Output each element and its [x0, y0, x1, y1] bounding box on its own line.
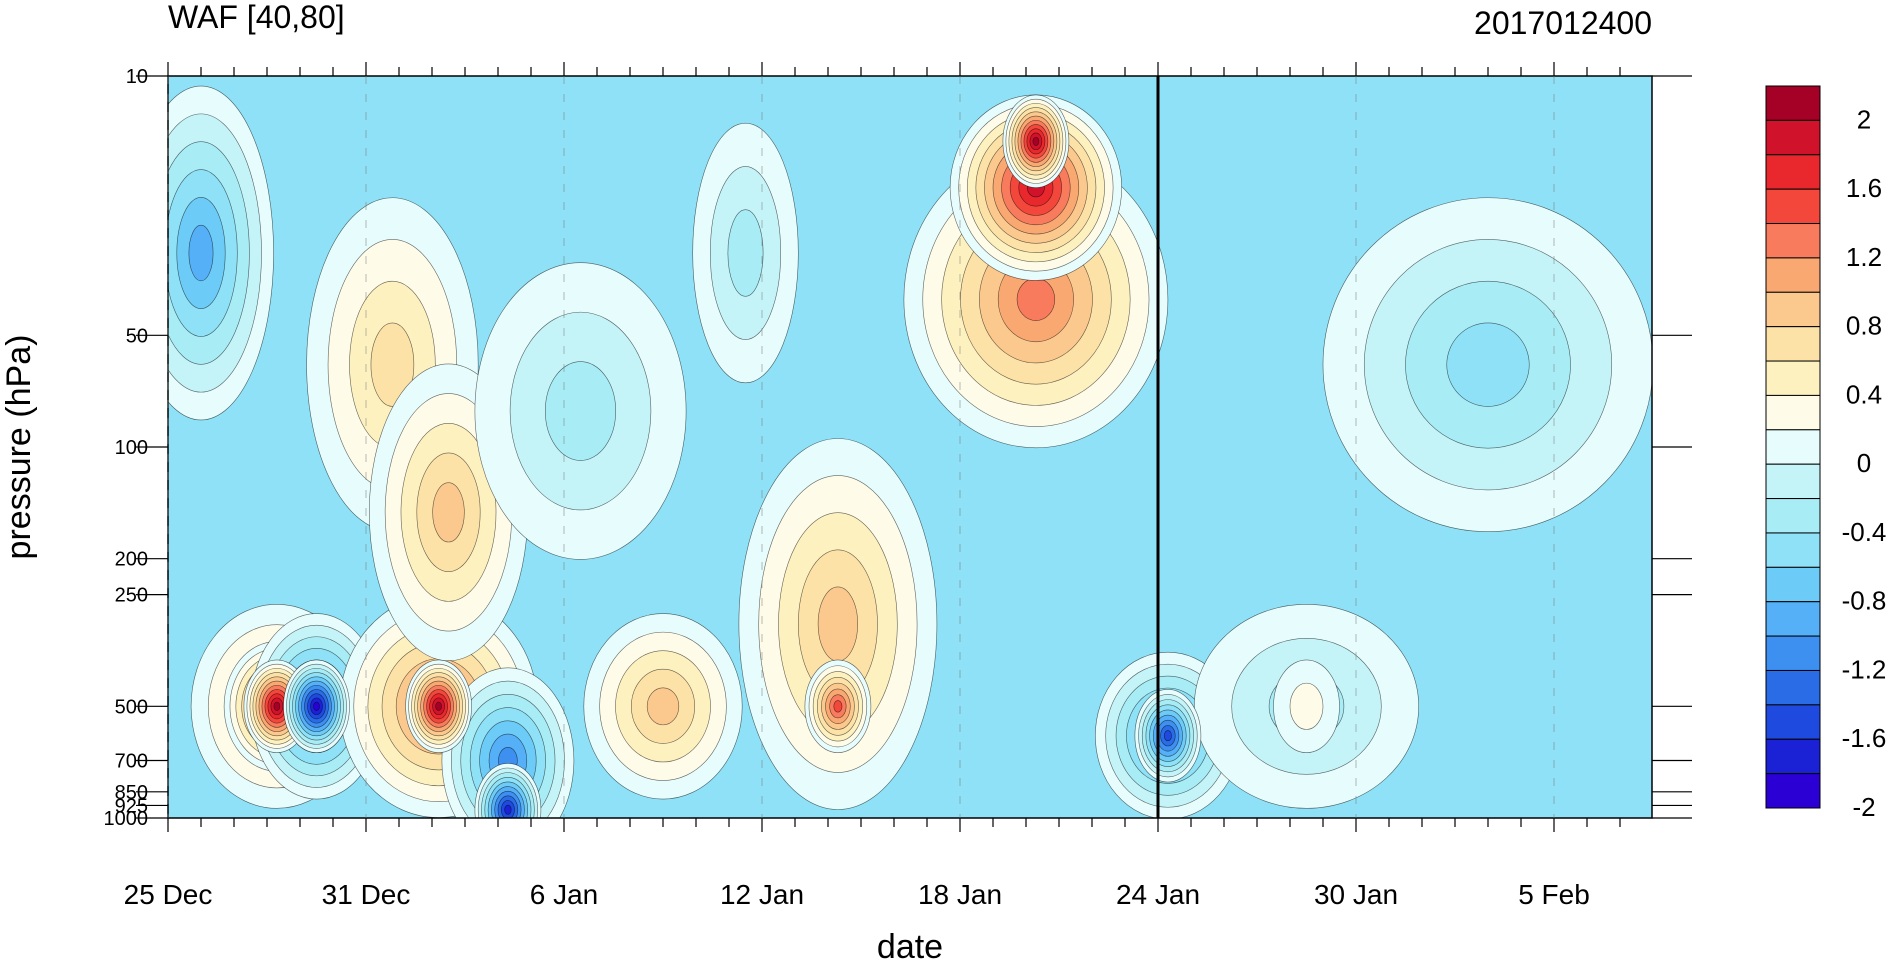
- field-contour: [1016, 277, 1056, 321]
- colorbar-swatch: [1765, 601, 1821, 637]
- x-tick-label: 31 Dec: [322, 879, 411, 910]
- field-contour: [1163, 730, 1172, 742]
- colorbar-swatch: [1765, 669, 1821, 706]
- colorbar-swatch: [1765, 394, 1821, 431]
- colorbar-label: 1.6: [1846, 173, 1882, 203]
- field-layers: [168, 85, 1652, 818]
- colorbar-swatch: [1765, 463, 1821, 500]
- y-tick-label: 850: [115, 782, 148, 804]
- field-contour: [273, 701, 281, 711]
- colorbar-swatch: [1765, 635, 1821, 671]
- y-tick-label: 500: [115, 696, 148, 718]
- title-area: WAF [40,80] 2017012400: [168, 0, 1652, 41]
- y-tick-label: 1000: [104, 808, 149, 830]
- colorbar-swatch: [1765, 119, 1821, 156]
- colorbar-swatch: [1765, 326, 1821, 362]
- y-tick-label: 200: [115, 549, 148, 571]
- y-tick-label: 10: [126, 66, 148, 88]
- chart-title-right: 2017012400: [1474, 5, 1652, 41]
- plot-frame: 25 Dec 31 Dec 6 Jan 12 Jan 18 Jan 24 Jan 30 Ja…: [104, 62, 1692, 910]
- colorbar-swatch: [1765, 738, 1821, 775]
- x-tick-label: 18 Jan: [918, 879, 1002, 910]
- field-contour: [544, 361, 616, 461]
- y-tick-label: 700: [115, 751, 148, 773]
- colorbar-label: 0: [1857, 448, 1871, 478]
- colorbar-swatch: [1765, 704, 1821, 740]
- colorbar-label: -1.6: [1842, 723, 1887, 753]
- field-contour: [1446, 322, 1530, 407]
- colorbar-swatch: [1765, 257, 1821, 293]
- field-contour: [313, 701, 320, 711]
- x-tick-label: 6 Jan: [530, 879, 599, 910]
- field-contour: [1032, 136, 1040, 146]
- colorbar: 2 1.6 1.2 0.8 0.4 0 -0.4 -0.8 -1.2 -1.6 -2: [1765, 85, 1887, 822]
- colorbar-swatch: [1765, 773, 1821, 809]
- x-tick-label: 5 Feb: [1518, 879, 1590, 910]
- colorbar-label: -0.4: [1842, 517, 1887, 547]
- y-tick-label: 100: [115, 437, 148, 459]
- colorbar-label: 0.8: [1846, 311, 1882, 341]
- colorbar-swatch: [1765, 532, 1821, 568]
- plot-field: [168, 76, 1652, 818]
- field-contour: [833, 700, 843, 713]
- field-contour: [188, 224, 214, 282]
- colorbar-swatch: [1765, 188, 1821, 225]
- colorbar-swatch: [1765, 498, 1821, 534]
- colorbar-swatch: [1765, 154, 1821, 190]
- colorbar-label: 2: [1857, 104, 1871, 134]
- colorbar-swatch: [1765, 291, 1821, 328]
- y-tick-label: 50: [126, 325, 148, 347]
- field-contour: [432, 482, 465, 543]
- field-contour: [435, 701, 442, 711]
- colorbar-label: 0.4: [1846, 379, 1882, 409]
- colorbar-label: 1.2: [1846, 242, 1882, 272]
- colorbar-swatch: [1765, 85, 1821, 121]
- colorbar-label: -1.2: [1842, 654, 1887, 684]
- y-tick-label: 925: [115, 795, 148, 817]
- field-contour: [646, 687, 680, 726]
- field-contour: [817, 586, 859, 662]
- field-contour: [1289, 682, 1324, 730]
- chart-title-left: WAF [40,80]: [168, 0, 345, 35]
- field-contour: [370, 322, 415, 407]
- colorbar-swatch: [1765, 566, 1821, 603]
- y-tick-label: 250: [115, 585, 148, 607]
- colorbar-swatch: [1765, 360, 1821, 396]
- colorbar-label: -2: [1852, 792, 1875, 822]
- x-tick-label: 25 Dec: [124, 879, 213, 910]
- colorbar-swatch: [1765, 223, 1821, 259]
- y-axis-label: pressure (hPa): [0, 335, 38, 560]
- field-contour: [727, 209, 764, 297]
- x-tick-label: 24 Jan: [1116, 879, 1200, 910]
- colorbar-swatch: [1765, 429, 1821, 465]
- x-tick-label: 12 Jan: [720, 879, 804, 910]
- x-axis-label: date: [877, 928, 943, 961]
- x-tick-label: 30 Jan: [1314, 879, 1398, 910]
- field-contour: [504, 804, 512, 815]
- colorbar-label: -0.8: [1842, 586, 1887, 616]
